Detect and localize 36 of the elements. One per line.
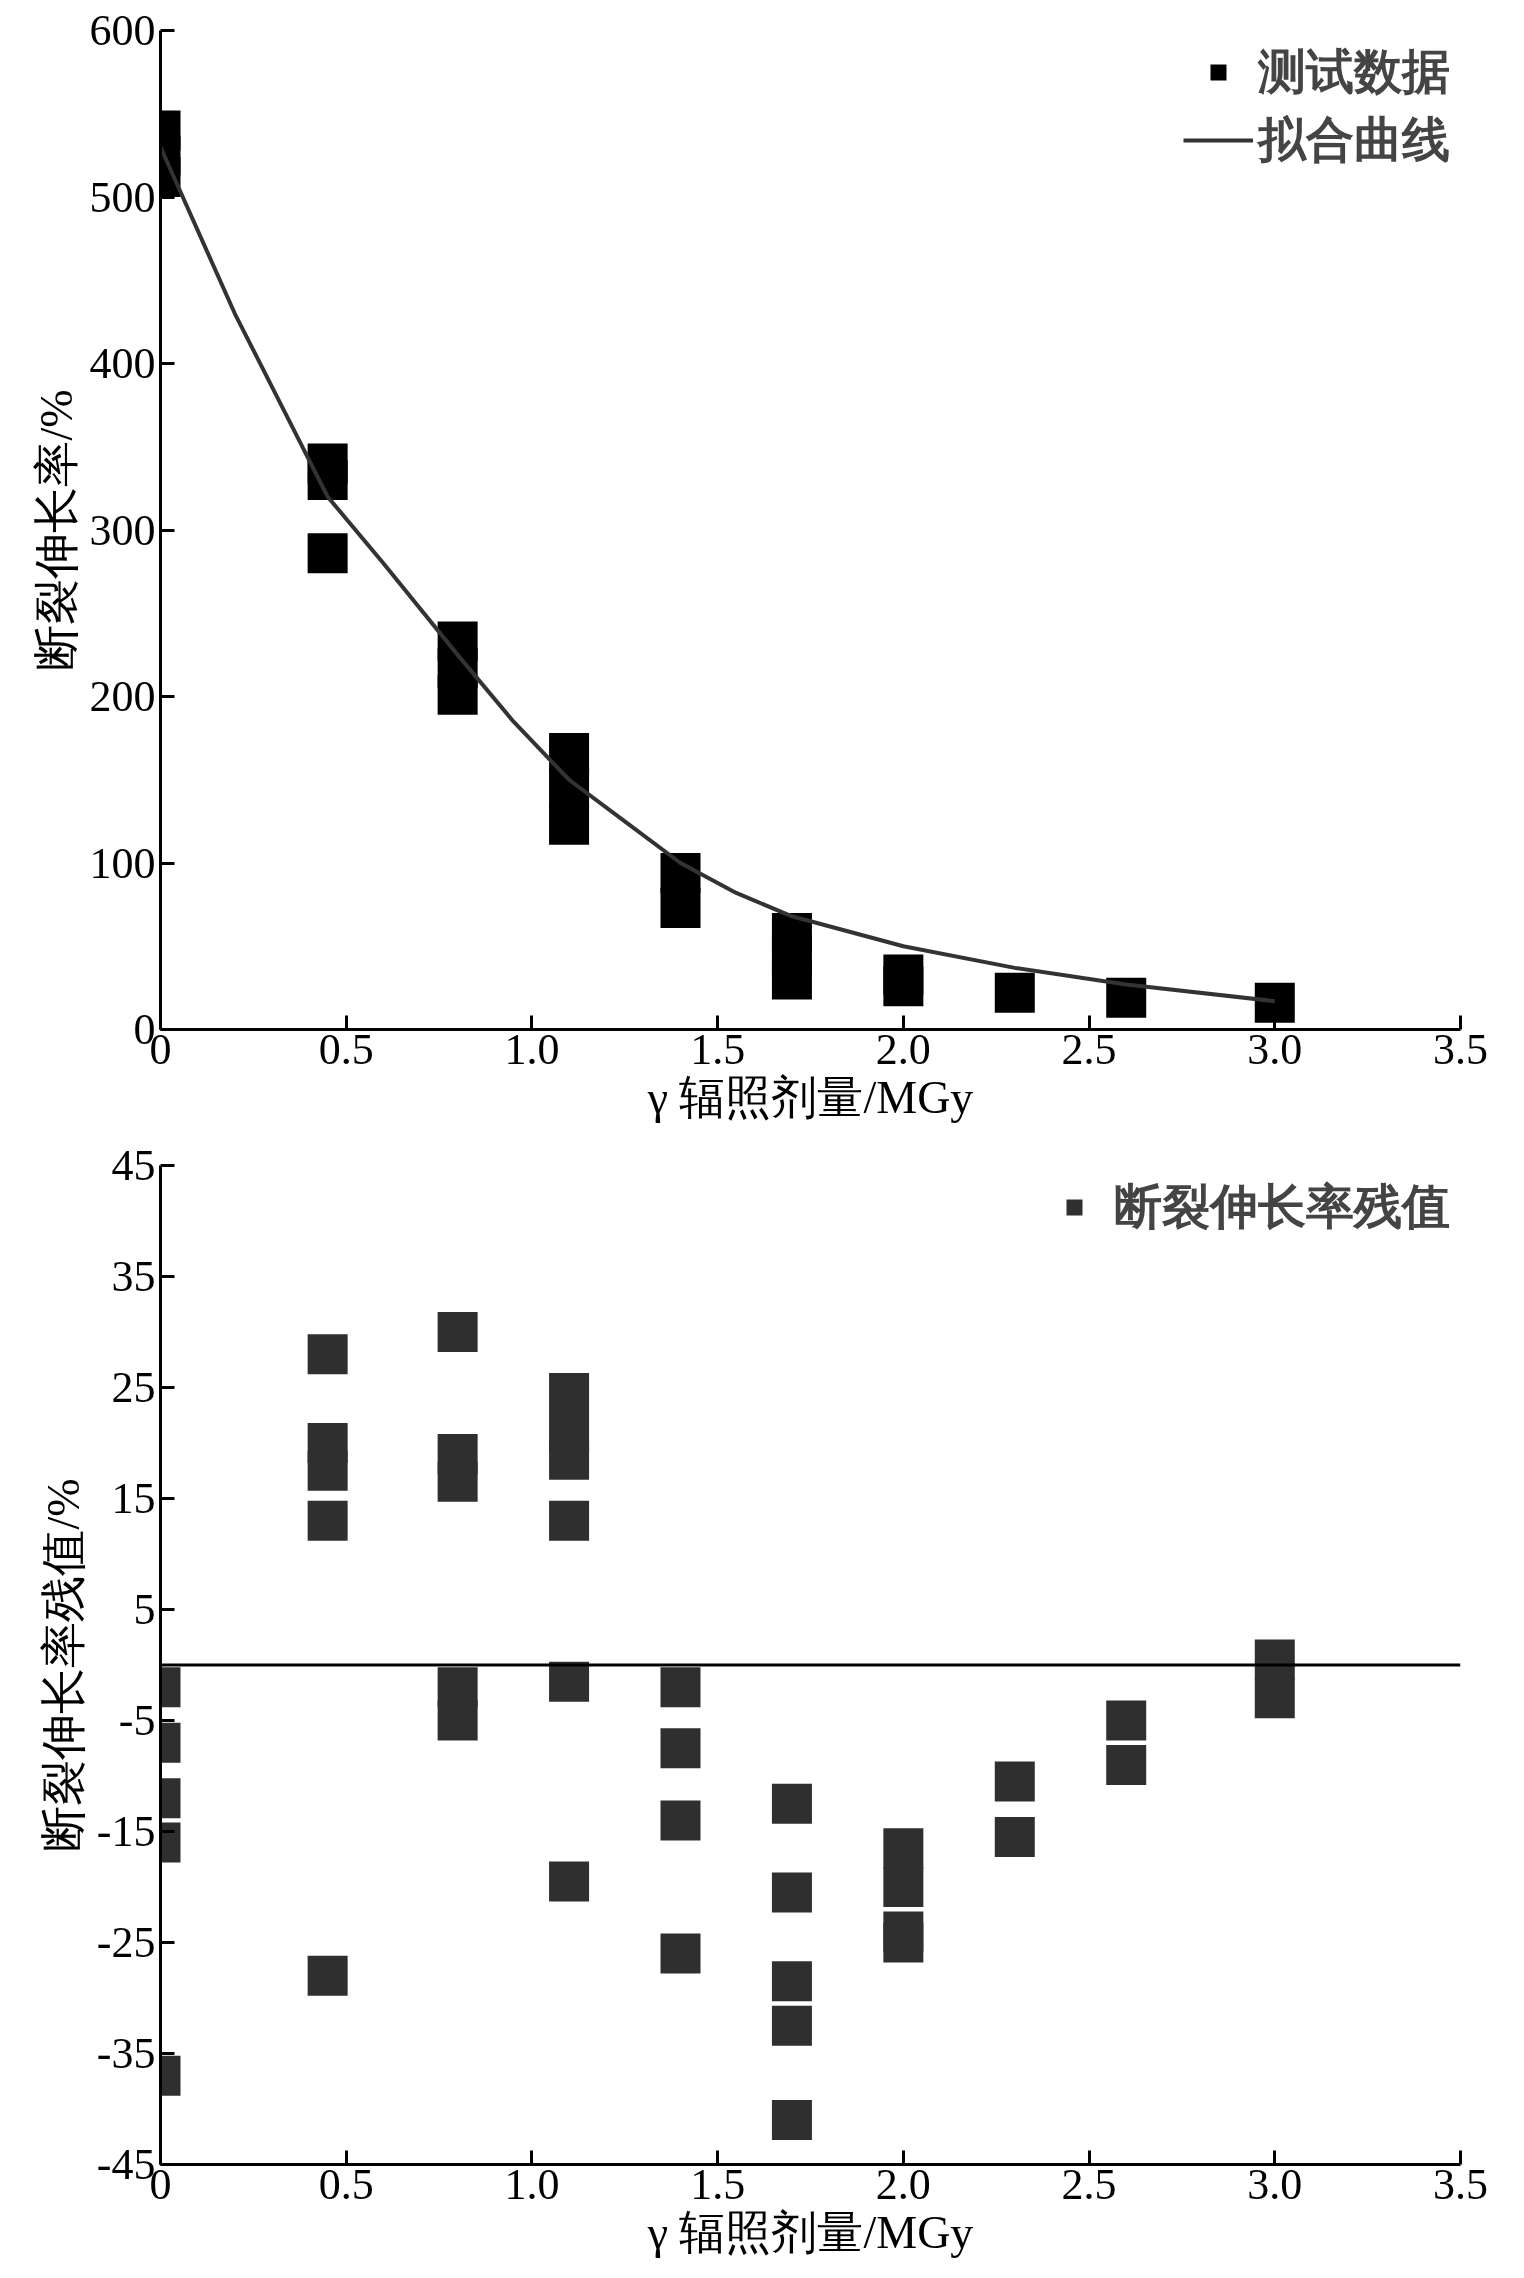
x-tick-label: 3.0 (1247, 1024, 1303, 1074)
x-tick-label: 3.0 (1247, 2159, 1303, 2209)
x-tick-label: 2.0 (875, 1024, 931, 1074)
x-tick-label: 1.5 (690, 2159, 746, 2209)
x-tick-label: 1.0 (504, 2159, 560, 2209)
y-tick-label: -5 (118, 1696, 156, 1745)
y-tick-label: 25 (111, 1363, 156, 1412)
x-tick-label: 2.0 (875, 2159, 931, 2209)
x-tick-label: 1.5 (690, 1024, 746, 1074)
legend-label: 测试数据 (1258, 44, 1450, 100)
x-tick-label: 1.0 (504, 1024, 560, 1074)
x-tick-label: 2.5 (1061, 1024, 1117, 1074)
x-tick-label: 3.5 (1433, 2159, 1488, 2209)
y-tick-label: 100 (89, 838, 156, 888)
x-tick-label: 2.5 (1061, 2159, 1117, 2209)
x-tick-label: 0.5 (318, 1024, 374, 1074)
legend-label: 拟合曲线 (1258, 112, 1450, 168)
y-tick-label: 400 (89, 339, 156, 388)
y-tick-label: -25 (96, 1918, 156, 1967)
y-tick-label: 200 (89, 672, 156, 721)
y-tick-label: -35 (96, 2029, 156, 2078)
y-tick-label: 300 (89, 505, 156, 555)
y-tick-label: -15 (96, 1807, 156, 1856)
x-axis-title: γ 辐照剂量/MGy (646, 2206, 974, 2258)
y-tick-label: 15 (111, 1474, 156, 1523)
legend-label: 断裂伸长率残值 (1114, 1179, 1450, 1235)
y-tick-label: 5 (133, 1585, 156, 1634)
y-tick-label: 600 (89, 6, 156, 55)
x-tick-label: 3.5 (1433, 1024, 1488, 1074)
y-tick-label: 35 (111, 1252, 156, 1301)
x-axis-title: γ 辐照剂量/MGy (646, 1071, 974, 1123)
y-axis-title: 断裂伸长率残值/% (37, 1478, 89, 1852)
y-axis-title: 断裂伸长率/% (30, 389, 82, 671)
y-tick-label: 500 (89, 172, 156, 222)
x-tick-label: 0.5 (318, 2159, 374, 2209)
y-tick-label: 45 (111, 1141, 156, 1190)
